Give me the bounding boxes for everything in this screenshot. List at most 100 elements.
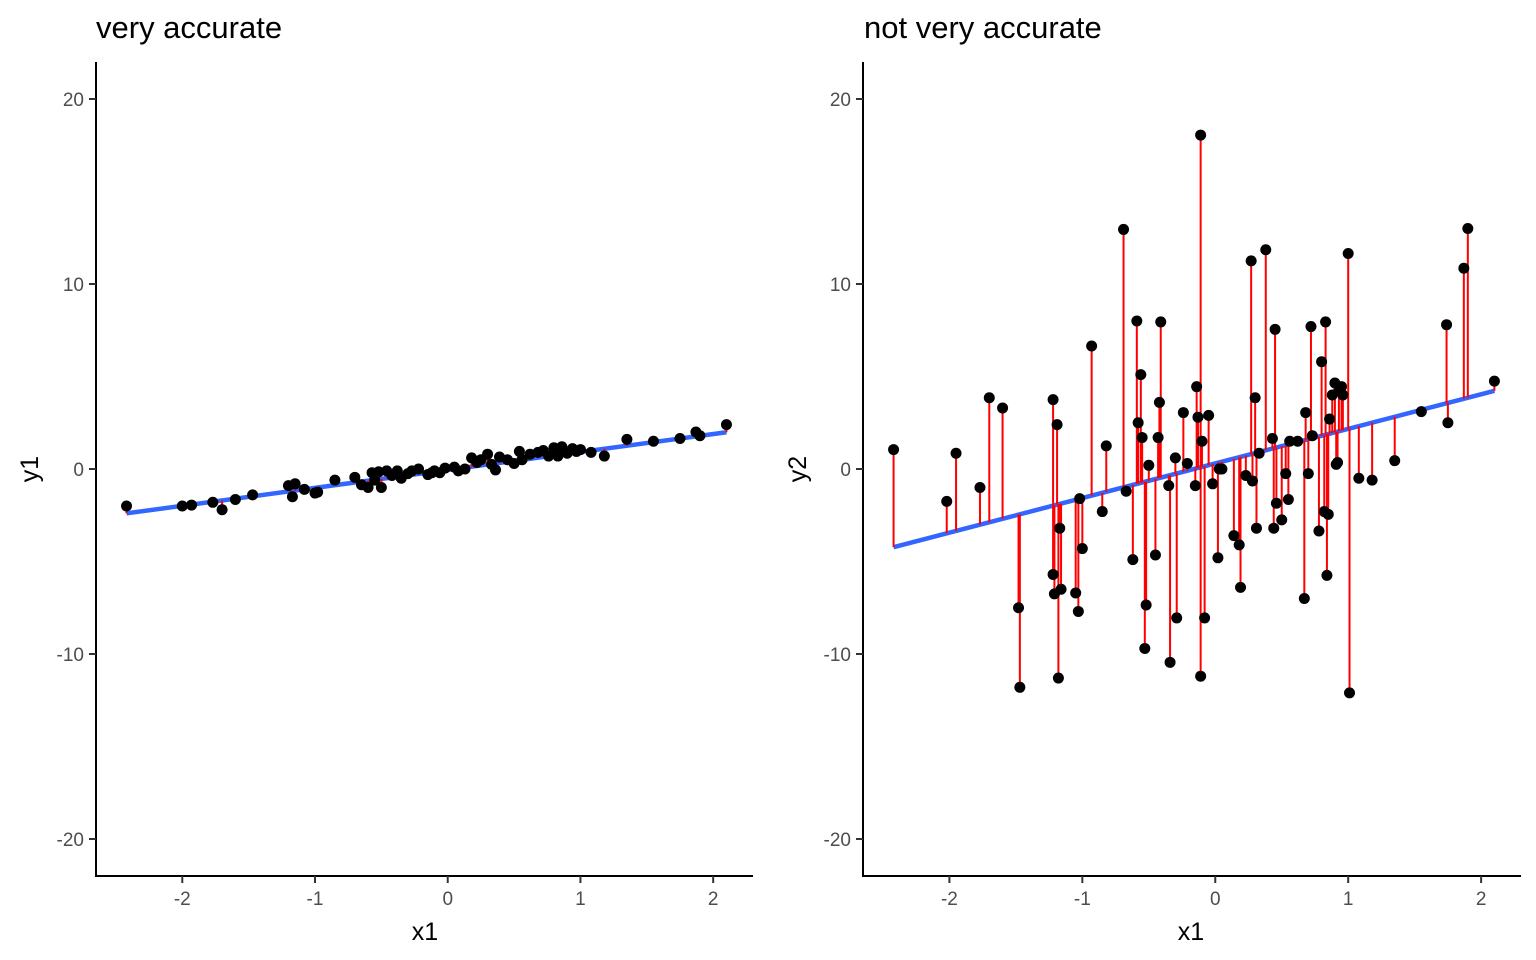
- data-point: [552, 450, 564, 462]
- data-point: [1353, 472, 1365, 484]
- data-point: [1292, 435, 1304, 447]
- data-point: [1337, 389, 1349, 401]
- y-tick-label: 10: [830, 275, 851, 296]
- y-tick-label: 20: [63, 90, 84, 111]
- data-point: [1072, 605, 1084, 617]
- x-tick-label: 0: [442, 889, 453, 910]
- data-point: [1047, 568, 1059, 580]
- points: [121, 419, 732, 516]
- data-point: [1054, 522, 1066, 534]
- data-point: [1366, 474, 1378, 486]
- y-tick-label: 0: [840, 460, 851, 481]
- data-point: [1153, 396, 1165, 408]
- data-point: [1245, 255, 1257, 267]
- data-point: [621, 433, 633, 445]
- data-point: [888, 444, 900, 456]
- data-point: [1336, 381, 1348, 393]
- data-point: [1342, 247, 1354, 259]
- data-point: [216, 504, 228, 516]
- data-point: [207, 496, 219, 508]
- x-tick-label: -1: [1074, 889, 1091, 910]
- data-point: [1013, 602, 1025, 614]
- data-point: [186, 499, 198, 511]
- x-tick-label: -2: [174, 889, 191, 910]
- data-point: [1132, 417, 1144, 429]
- data-point: [1155, 316, 1167, 328]
- data-point: [1086, 340, 1098, 352]
- data-point: [1120, 485, 1132, 497]
- data-point: [1321, 569, 1333, 581]
- x-tick-label: -2: [941, 889, 958, 910]
- data-point: [1191, 381, 1203, 393]
- data-point: [1196, 435, 1208, 447]
- data-point: [373, 466, 385, 478]
- data-point: [369, 474, 381, 486]
- data-point: [1250, 522, 1262, 534]
- x-tick-label: 1: [1343, 889, 1354, 910]
- data-point: [490, 464, 502, 476]
- data-point: [585, 446, 597, 458]
- data-point: [1127, 554, 1139, 566]
- data-point: [1441, 319, 1453, 331]
- data-point: [674, 432, 686, 444]
- data-point: [1305, 321, 1317, 333]
- data-point: [1488, 375, 1500, 387]
- data-point: [1163, 480, 1175, 492]
- data-point: [1192, 411, 1204, 423]
- data-point: [983, 392, 995, 404]
- data-point: [1014, 681, 1026, 693]
- data-point: [1306, 430, 1318, 442]
- data-point: [1052, 672, 1064, 684]
- y-tick-label: 10: [63, 275, 84, 296]
- data-point: [375, 482, 387, 493]
- data-point: [1300, 407, 1312, 419]
- data-point: [1152, 432, 1164, 444]
- data-point: [1169, 452, 1181, 464]
- data-point: [176, 500, 188, 512]
- data-point: [1228, 530, 1240, 542]
- data-point: [1189, 480, 1201, 492]
- data-point: [1047, 394, 1059, 406]
- data-point: [1135, 369, 1147, 381]
- data-point: [574, 444, 586, 456]
- data-point: [1462, 223, 1474, 234]
- data-point: [1203, 409, 1215, 421]
- data-point: [1195, 129, 1207, 141]
- data-point: [941, 495, 953, 507]
- x-ticks: -2 -1 0 1 2: [174, 876, 719, 910]
- y-tick-label: 20: [830, 90, 851, 111]
- data-point: [543, 450, 555, 462]
- data-point: [1322, 508, 1334, 520]
- data-point: [1207, 478, 1219, 490]
- data-point: [1199, 612, 1211, 624]
- data-point: [997, 402, 1009, 414]
- data-point: [1118, 223, 1130, 235]
- y-tick-label: 0: [73, 460, 84, 481]
- data-point: [1415, 406, 1427, 418]
- data-point: [1344, 687, 1356, 699]
- data-point: [1253, 447, 1265, 459]
- x-tick-label: 2: [708, 889, 719, 910]
- x-tick-label: -1: [307, 889, 324, 910]
- y-tick-label: -10: [57, 645, 84, 666]
- data-point: [1268, 522, 1280, 534]
- y-ticks: -20 -10 0 10 20: [824, 90, 863, 851]
- data-point: [1233, 539, 1245, 551]
- data-point: [1136, 432, 1148, 444]
- data-point: [1298, 593, 1310, 604]
- points: [888, 129, 1500, 699]
- data-point: [1074, 493, 1086, 505]
- data-point: [229, 494, 241, 506]
- data-point: [439, 462, 451, 474]
- data-point: [1212, 552, 1224, 564]
- data-point: [1051, 419, 1063, 431]
- data-point: [1270, 497, 1282, 509]
- data-point: [1266, 432, 1278, 444]
- data-point: [1332, 457, 1344, 469]
- data-point: [1442, 417, 1454, 429]
- data-point: [1282, 494, 1294, 506]
- y-tick-label: -10: [824, 645, 851, 666]
